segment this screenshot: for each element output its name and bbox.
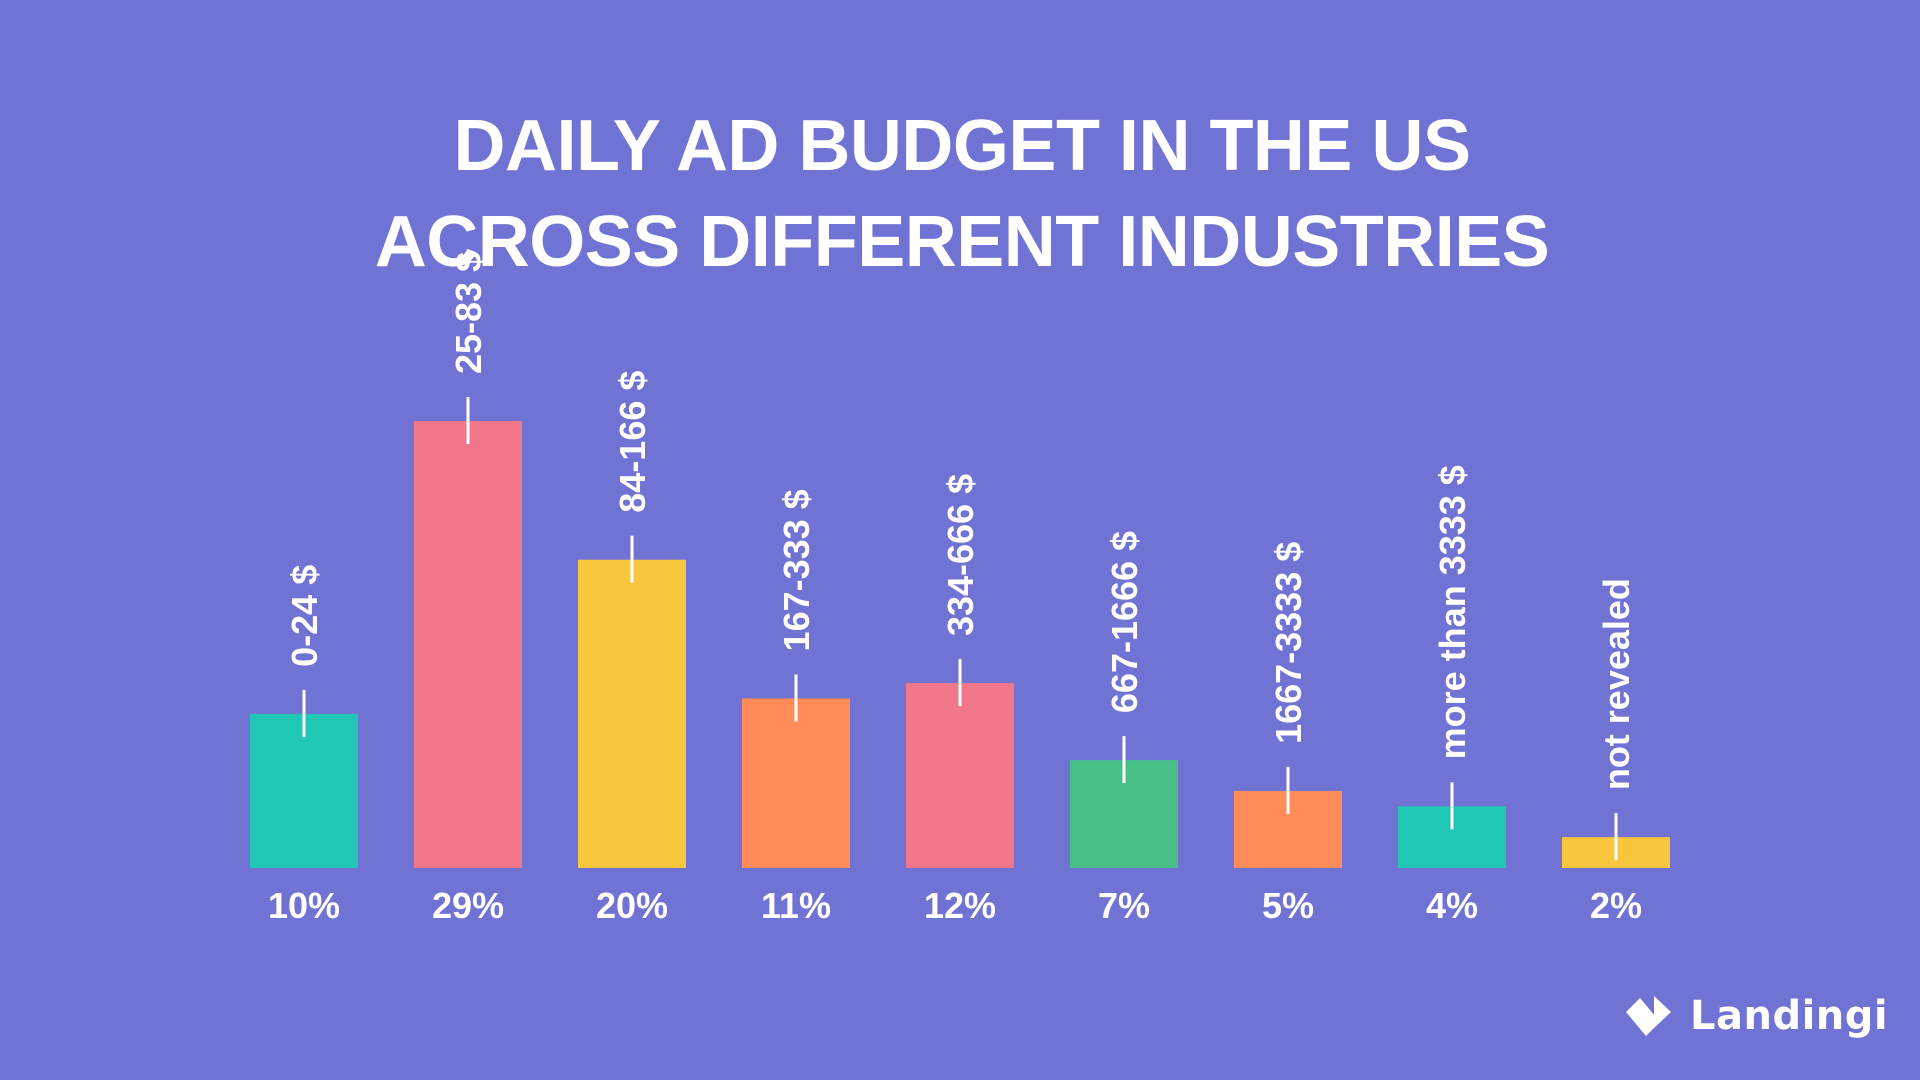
- category-label-1: 0-24 $: [284, 565, 325, 667]
- value-label-5: 12%: [924, 885, 996, 926]
- ticks-group: [302, 397, 1618, 861]
- chart-title-line-2: ACROSS DIFFERENT INDUSTRIES: [374, 202, 1550, 282]
- brand-logo: Landingi: [1624, 990, 1888, 1042]
- category-label-3: 84-166 $: [612, 371, 653, 513]
- value-label-1: 10%: [268, 885, 340, 926]
- value-labels-group: 10% 29% 20% 11% 12% 7% 5% 4% 2%: [268, 885, 1642, 926]
- category-label-5: 334-666 $: [940, 474, 981, 636]
- landingi-logo-icon: [1626, 996, 1671, 1036]
- bar-3: [578, 559, 686, 868]
- category-label-7: 1667-3333 $: [1268, 542, 1309, 744]
- bar-4: [742, 698, 850, 868]
- bar-1: [250, 713, 358, 868]
- value-label-7: 5%: [1262, 885, 1314, 926]
- category-label-2: 25-83 $: [448, 252, 489, 374]
- chart-title-line-1: DAILY AD BUDGET IN THE US: [453, 106, 1471, 186]
- value-label-9: 2%: [1590, 885, 1642, 926]
- chart-title: DAILY AD BUDGET IN THE US ACROSS DIFFERE…: [0, 98, 1920, 290]
- value-label-2: 29%: [432, 885, 504, 926]
- value-label-6: 7%: [1098, 885, 1150, 926]
- category-label-8: more than 3333 $: [1432, 465, 1473, 759]
- category-label-6: 667-1666 $: [1104, 531, 1145, 713]
- value-label-4: 11%: [761, 885, 831, 926]
- bar-5: [906, 683, 1014, 868]
- category-label-4: 167-333 $: [776, 489, 817, 651]
- bar-2: [414, 421, 522, 868]
- brand-name: Landingi: [1690, 993, 1889, 1039]
- category-label-9: not revealed: [1596, 578, 1637, 790]
- value-label-8: 4%: [1426, 885, 1478, 926]
- category-labels-group: 0-24 $ 25-83 $ 84-166 $ 167-333 $ 334-666 $ 6…: [284, 252, 1637, 790]
- bars-group: [250, 421, 1670, 868]
- value-label-3: 20%: [596, 885, 668, 926]
